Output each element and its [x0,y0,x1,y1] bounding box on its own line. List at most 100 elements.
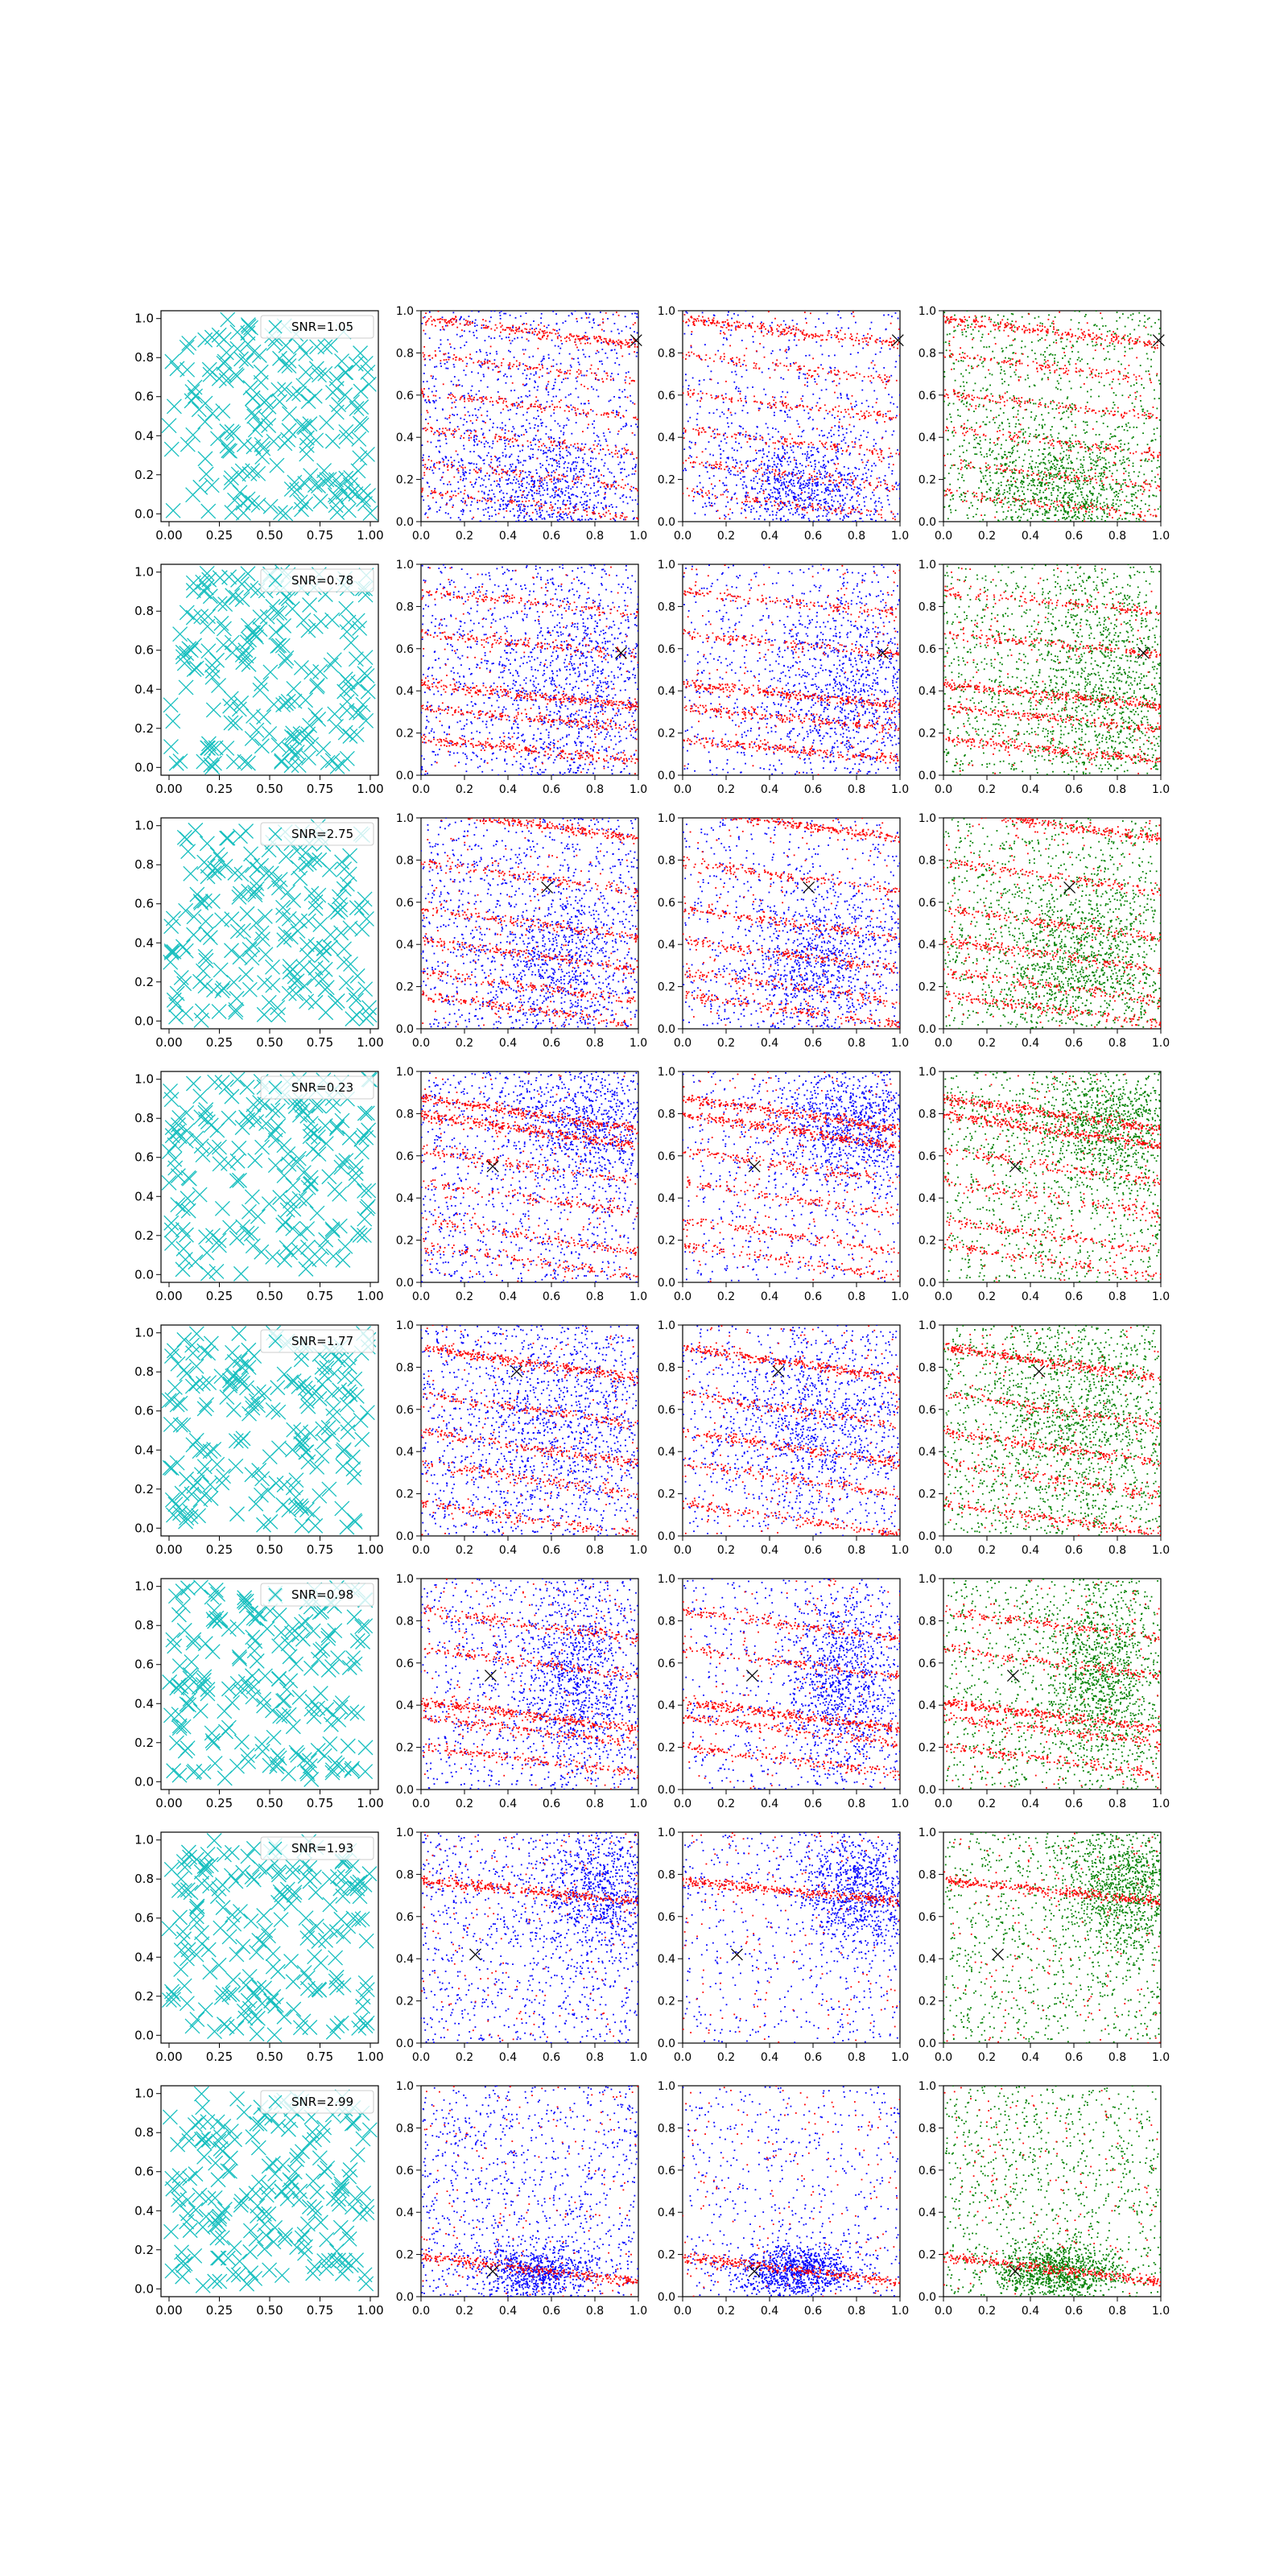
scatter-point [784,330,786,332]
data-point [198,415,213,429]
scatter-point [507,483,509,485]
scatter-point [472,415,473,416]
scatter-point [442,408,444,410]
scatter-point [788,457,790,459]
scatter-point [832,381,833,382]
scatter-point [429,312,431,313]
scatter-point [778,456,779,457]
scatter-point [548,436,550,438]
scatter-point [467,494,469,496]
data-point [229,369,244,383]
scatter-point [696,320,697,322]
scatter-point [754,331,756,332]
scatter-point [872,407,873,408]
scatter-point [556,323,558,324]
scatter-point [436,502,437,503]
scatter-point [703,487,704,489]
r1c2-points [420,310,639,522]
scatter-point [714,323,716,324]
scatter-point [812,479,814,481]
scatter-point [465,478,467,480]
scatter-point [882,414,884,415]
scatter-point [533,320,535,322]
scatter-point [466,322,468,324]
scatter-point [589,473,591,475]
scatter-point [604,482,605,484]
scatter-point [889,464,890,465]
scatter-point [780,464,782,465]
scatter-point [857,488,859,489]
scatter-point [453,436,455,438]
scatter-point [528,492,530,493]
scatter-point [836,446,837,448]
scatter-point [804,384,806,386]
scatter-point [811,477,813,478]
scatter-point [853,489,855,491]
scatter-point [543,331,544,332]
scatter-point [627,484,629,485]
scatter-point [757,326,758,328]
scatter-point [875,353,877,355]
scatter-point [868,469,869,471]
scatter-point [687,393,689,394]
scatter-point [770,353,772,354]
scatter-point [747,495,749,497]
scatter-point [593,432,595,434]
scatter-point [762,474,763,476]
scatter-point [786,481,787,483]
scatter-point [764,472,766,473]
scatter-point [807,373,808,374]
scatter-point [536,511,538,513]
scatter-point [539,369,541,370]
scatter-point [592,450,593,452]
scatter-point [611,373,613,374]
scatter-point [833,501,835,502]
scatter-point [716,429,718,431]
scatter-point [458,428,460,430]
scatter-point [686,354,687,356]
scatter-point [519,451,521,452]
scatter-point [851,336,852,337]
scatter-point [724,324,725,326]
scatter-point [539,463,541,464]
scatter-point [595,495,597,497]
scatter-point [634,351,635,353]
scatter-point [815,499,817,501]
scatter-point [761,464,762,465]
scatter-point [615,446,617,448]
scatter-point [783,483,785,485]
scatter-point [861,435,862,436]
scatter-point [502,398,503,399]
scatter-point [486,411,488,412]
r1c3-ytick-label: 0.0 [658,516,675,529]
scatter-point [881,514,882,516]
scatter-point [484,361,485,362]
scatter-point [456,414,458,415]
scatter-point [497,371,499,373]
data-point [180,437,195,452]
scatter-point [520,461,522,463]
scatter-point [522,406,523,407]
scatter-point [836,456,837,457]
scatter-point [845,514,847,515]
scatter-point [824,498,826,500]
scatter-point [435,407,436,409]
scatter-point [495,366,497,368]
scatter-point [875,501,877,502]
scatter-point [527,440,529,442]
scatter-point [464,397,465,398]
scatter-point [487,497,489,499]
scatter-point [637,332,638,334]
scatter-point [693,489,695,490]
scatter-point [871,362,873,364]
scatter-point [789,410,791,411]
scatter-point [720,440,722,442]
scatter-point [518,501,520,502]
scatter-point [847,483,848,485]
scatter-point [484,437,485,439]
scatter-point [539,476,540,477]
scatter-point [738,388,740,390]
scatter-point [848,513,849,514]
data-point [198,452,213,466]
scatter-point [489,465,491,467]
